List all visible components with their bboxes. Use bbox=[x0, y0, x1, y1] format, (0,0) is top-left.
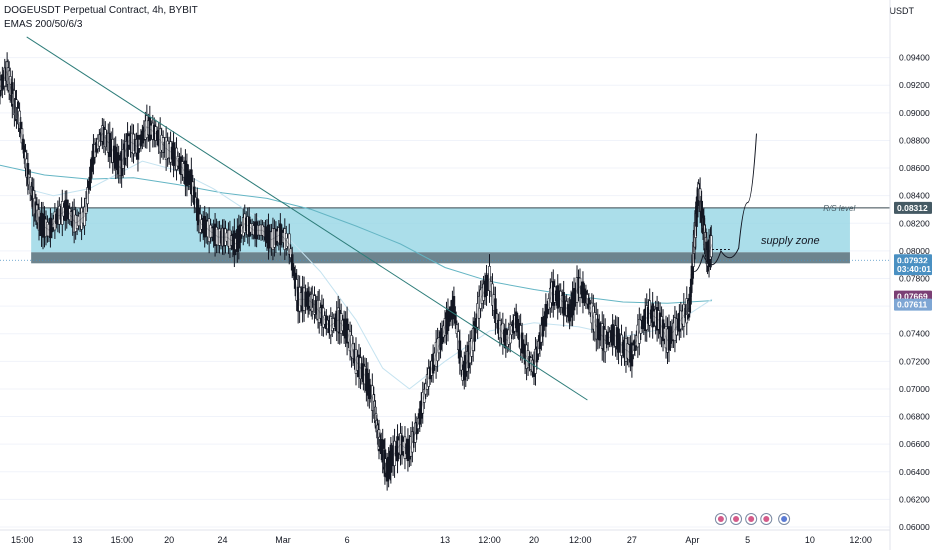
x-tick-label: 12:00 bbox=[569, 535, 592, 545]
x-tick-label: 12:00 bbox=[478, 535, 501, 545]
indicator-legend: EMAS 200/50/6/3 bbox=[4, 19, 83, 30]
y-tick-label: 0.06200 bbox=[899, 494, 930, 504]
y-tick-label: 0.08800 bbox=[899, 135, 930, 145]
event-icon-dot bbox=[781, 516, 788, 522]
x-tick-label: 6 bbox=[345, 535, 350, 545]
series-layer bbox=[0, 52, 713, 491]
x-tick-label: 27 bbox=[627, 535, 637, 545]
y-tick-label: 0.06600 bbox=[899, 439, 930, 449]
event-icon-dot bbox=[733, 516, 740, 522]
price-label-box bbox=[894, 298, 932, 311]
price-candle bbox=[287, 233, 291, 255]
x-tick-label: 5 bbox=[745, 535, 750, 545]
y-tick-label: 0.09400 bbox=[899, 53, 930, 63]
y-tick-label: 0.08000 bbox=[899, 246, 930, 256]
price-label-text: 0.08312 bbox=[897, 203, 928, 213]
price-label-box bbox=[894, 201, 932, 214]
y-tick-label: 0.08200 bbox=[899, 218, 930, 228]
y-tick-label: 0.06800 bbox=[899, 412, 930, 422]
y-tick-label: 0.09000 bbox=[899, 108, 930, 118]
price-line bbox=[0, 70, 713, 473]
price-label-text: 0.07932 bbox=[897, 255, 928, 265]
x-tick-label: 20 bbox=[529, 535, 539, 545]
y-tick-label: 0.07000 bbox=[899, 384, 930, 394]
y-tick-label: 0.08400 bbox=[899, 191, 930, 201]
event-icons[interactable] bbox=[714, 513, 791, 525]
descending-trendline bbox=[26, 36, 588, 401]
price-candle bbox=[452, 296, 456, 317]
x-tick-label: 13 bbox=[440, 535, 450, 545]
event-icon-dot bbox=[763, 516, 770, 522]
x-tick-label: 13 bbox=[72, 535, 82, 545]
price-candle bbox=[709, 235, 713, 258]
price-candle bbox=[86, 187, 89, 205]
x-tick-label: 10 bbox=[805, 535, 815, 545]
y-tick-label: 0.08600 bbox=[899, 163, 930, 173]
y-tick-label: 0.07200 bbox=[899, 356, 930, 366]
x-tick-label: Mar bbox=[275, 535, 291, 545]
price-candle bbox=[460, 356, 463, 371]
x-tick-label: 15:00 bbox=[11, 535, 34, 545]
x-axis[interactable]: 15:00 13 15:00 20 24 Mar 6 13 12:00 20 12:00 27 Apr 5… bbox=[0, 529, 890, 545]
rs-level-label: R/S level bbox=[823, 204, 855, 213]
price-label-text: 0.07669 bbox=[897, 292, 928, 302]
axis-currency-label: USDT bbox=[889, 6, 915, 16]
chart-title: DOGEUSDT Perpetual Contract, 4h, BYBIT bbox=[4, 5, 198, 16]
y-tick-label: 0.06000 bbox=[899, 522, 930, 532]
x-tick-label: 24 bbox=[217, 535, 227, 545]
x-tick-label: Apr bbox=[685, 535, 699, 545]
x-tick-label: 12:00 bbox=[849, 535, 872, 545]
price-label-box bbox=[894, 263, 932, 276]
y-axis[interactable]: 0.09400 0.09200 0.09000 0.08800 0.08600 0.084… bbox=[889, 0, 932, 550]
event-icon-dot bbox=[717, 516, 724, 522]
y-tick-label: 0.07800 bbox=[899, 274, 930, 284]
price-label-text: 03:40:01 bbox=[897, 264, 931, 274]
zone-base-band bbox=[31, 252, 850, 264]
price-candle bbox=[290, 254, 294, 271]
y-tick-label: 0.09200 bbox=[899, 80, 930, 90]
x-tick-label: 15:00 bbox=[111, 535, 134, 545]
supply-zone-label: supply zone bbox=[761, 235, 820, 247]
price-candle bbox=[454, 311, 457, 324]
price-label-text: 0.07611 bbox=[897, 300, 928, 310]
projection-path bbox=[694, 133, 757, 273]
supply-zone-rect bbox=[31, 207, 850, 253]
annotation-layer: supply zone R/S level bbox=[26, 36, 855, 401]
event-icon-dot bbox=[748, 516, 755, 522]
x-tick-label: 20 bbox=[164, 535, 174, 545]
y-tick-label: 0.07400 bbox=[899, 329, 930, 339]
supply-zone-layer bbox=[0, 207, 890, 264]
y-tick-label: 0.06400 bbox=[899, 467, 930, 477]
